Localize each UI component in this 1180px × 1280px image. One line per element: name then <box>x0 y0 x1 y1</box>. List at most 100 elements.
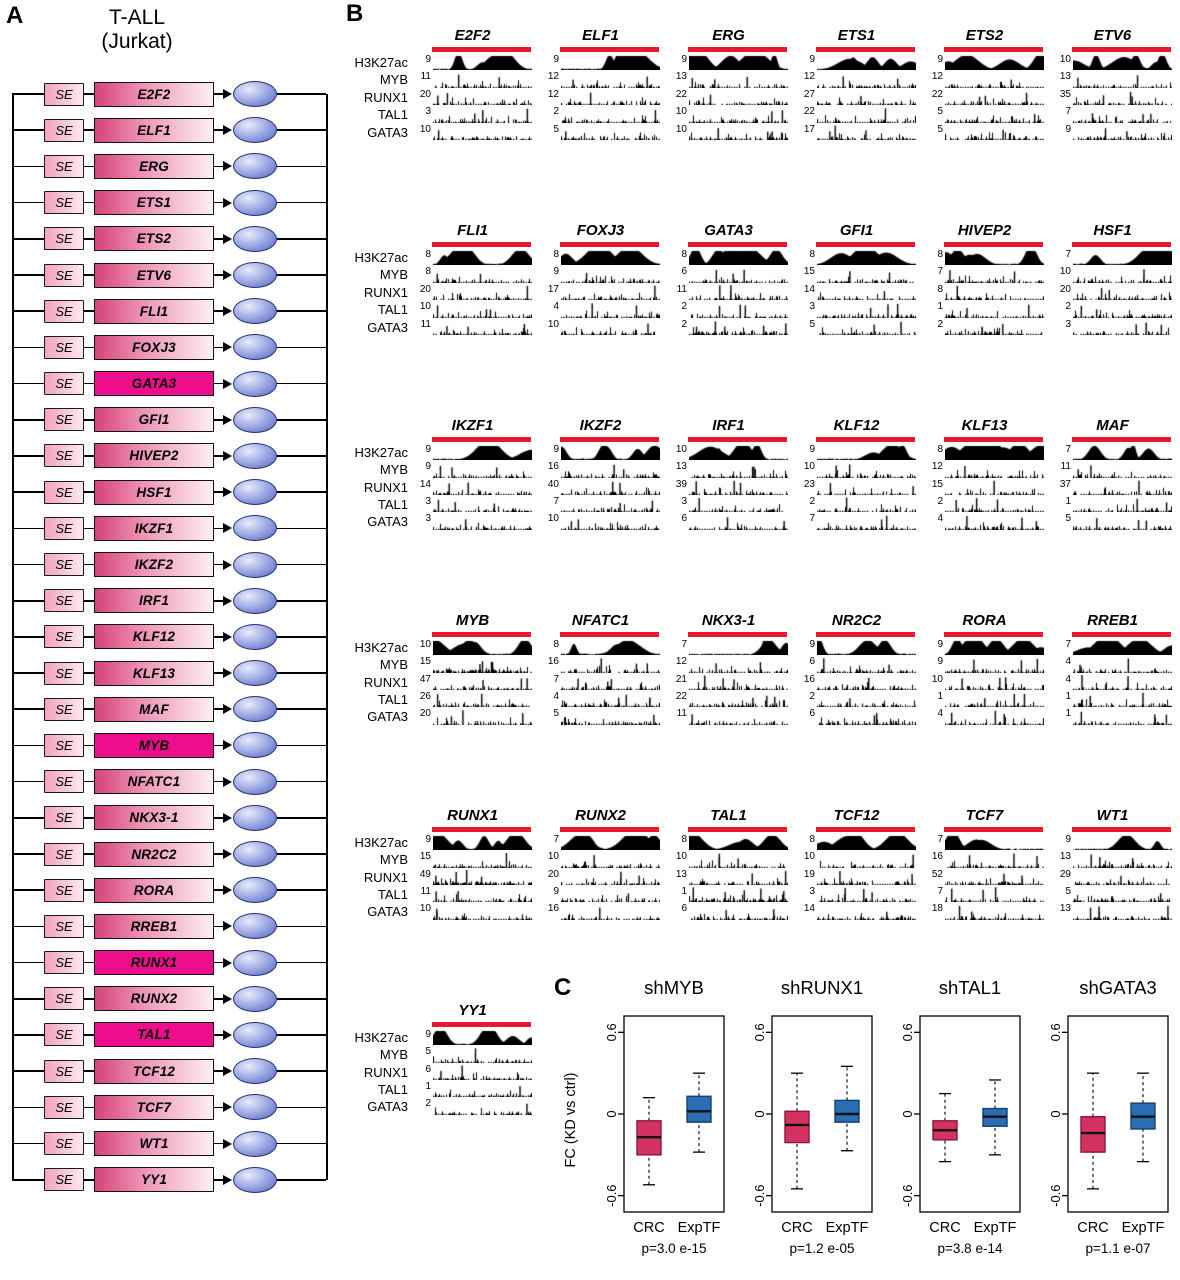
gene-track-panel: WT1 9 13 29 5 13 <box>1052 806 1173 921</box>
signal-canvas <box>433 302 532 318</box>
arrow-connector <box>214 523 233 534</box>
track-scale: 7 <box>937 885 943 897</box>
signal-track: 9 <box>412 834 533 851</box>
arrow-line <box>214 382 223 385</box>
track-scale: 10 <box>675 123 687 135</box>
gene-track-panel: TCF12 8 10 19 3 14 <box>796 806 917 921</box>
track-scale: 11 <box>676 708 687 720</box>
signal-canvas <box>817 869 916 885</box>
circuit-row: SE NR2C2 <box>0 836 340 872</box>
track-scale: 23 <box>803 478 815 490</box>
track-label: RUNX1 <box>363 89 408 105</box>
right-bus-line <box>326 94 328 1180</box>
wire <box>84 1106 94 1109</box>
circuit-row: SE FLI1 <box>0 293 340 329</box>
gene-track-panel: GATA3 8 6 11 2 2 <box>668 221 789 336</box>
super-enhancer-bar <box>560 631 659 637</box>
signal-track: 7 <box>1052 444 1173 461</box>
signal-canvas <box>817 267 916 283</box>
track-label: H3K27ac <box>354 834 408 850</box>
arrowhead-icon <box>223 306 232 317</box>
signal-canvas <box>561 869 660 885</box>
panel-a-title-line1: T-ALL <box>108 6 166 29</box>
signal-canvas <box>689 709 788 725</box>
signal-track: 6 <box>412 1064 533 1081</box>
signal-track: 12 <box>924 461 1045 478</box>
wire <box>277 201 326 204</box>
gene-track-panel: RUNX1 9 15 49 11 10 <box>412 806 533 921</box>
super-enhancer-bar <box>432 826 531 832</box>
group-label: ExpTF <box>826 1220 869 1236</box>
signal-track: 5 <box>924 106 1045 123</box>
super-enhancer-bar <box>688 631 787 637</box>
wire <box>12 1106 44 1109</box>
track-scale: 15 <box>419 851 431 863</box>
super-enhancer-bar <box>816 436 915 442</box>
signal-canvas <box>945 692 1044 708</box>
signal-track: 20 <box>540 869 661 886</box>
signal-canvas <box>689 302 788 318</box>
signal-canvas <box>561 675 660 691</box>
signal-canvas <box>433 1064 532 1080</box>
signal-canvas <box>561 462 660 478</box>
se-box: SE <box>44 951 84 975</box>
track-scale: 9 <box>425 1028 431 1040</box>
wire <box>277 853 326 855</box>
gene-box: RREB1 <box>94 913 214 939</box>
super-enhancer-bar <box>1072 631 1171 637</box>
signal-track: 7 <box>924 834 1045 851</box>
wire <box>277 93 326 95</box>
track-scale: 9 <box>1065 123 1071 135</box>
circuit-row: SE KLF12 <box>0 619 340 655</box>
signal-track: 23 <box>796 479 917 496</box>
wire <box>277 744 326 747</box>
arrowhead-icon <box>223 197 232 208</box>
protein-ellipse <box>233 768 277 795</box>
gene-name: WT1 <box>1096 806 1129 824</box>
wire <box>12 889 44 892</box>
track-label: GATA3 <box>367 124 408 140</box>
track-scale: 5 <box>553 708 559 720</box>
protein-ellipse <box>233 479 277 506</box>
super-enhancer-bar <box>688 436 787 442</box>
signal-track: 16 <box>540 656 661 673</box>
se-box: SE <box>44 1023 84 1047</box>
signal-track: 11 <box>1052 461 1173 478</box>
protein-ellipse <box>233 225 277 252</box>
gene-name: ETV6 <box>1093 27 1132 44</box>
wire <box>84 93 94 95</box>
signal-track: 2 <box>668 319 789 336</box>
arrowhead-icon <box>223 668 232 679</box>
signal-track: 8 <box>796 249 917 266</box>
signal-track: 3 <box>1052 319 1173 336</box>
signal-track: 4 <box>924 513 1045 530</box>
arrowhead-icon <box>223 885 232 896</box>
gene-name: FOXJ3 <box>576 221 625 239</box>
signal-canvas <box>1073 497 1172 513</box>
gene-track-panel: TAL1 8 10 13 1 6 <box>668 806 789 921</box>
signal-track: 14 <box>796 284 917 301</box>
se-box: SE <box>44 118 84 142</box>
arrowhead-icon <box>223 270 232 281</box>
signal-track: 10 <box>668 444 789 461</box>
track-label: H3K27ac <box>354 444 408 460</box>
gene-box: WT1 <box>94 1131 214 1157</box>
track-scale: 9 <box>553 885 559 897</box>
group-label: ExpTF <box>1122 1220 1165 1236</box>
signal-canvas <box>945 462 1044 478</box>
track-row-group: H3K27ac MYB RUNX1 TAL1 GATA3 IKZF1 9 9 14 3 3 IKZF2… <box>350 416 1180 531</box>
signal-track: 9 <box>1052 834 1173 851</box>
circuit-row: SE HSF1 <box>0 474 340 510</box>
track-scale: 7 <box>553 673 559 685</box>
signal-canvas <box>689 869 788 885</box>
signal-canvas <box>817 497 916 513</box>
signal-canvas <box>433 462 532 478</box>
signal-canvas <box>945 514 1044 530</box>
signal-track: 13 <box>668 71 789 88</box>
circuit-rows: SE E2F2 SE ELF1 SE ERG SE ETS1 SE ETS2 SE ETV6 SE FLI… <box>0 76 340 1198</box>
panel-a-title: T-ALL (Jurkat) <box>57 6 217 54</box>
arrow-line <box>214 961 223 964</box>
signal-canvas <box>817 709 916 725</box>
track-label: TAL1 <box>377 886 408 902</box>
group-label: CRC <box>781 1220 812 1236</box>
